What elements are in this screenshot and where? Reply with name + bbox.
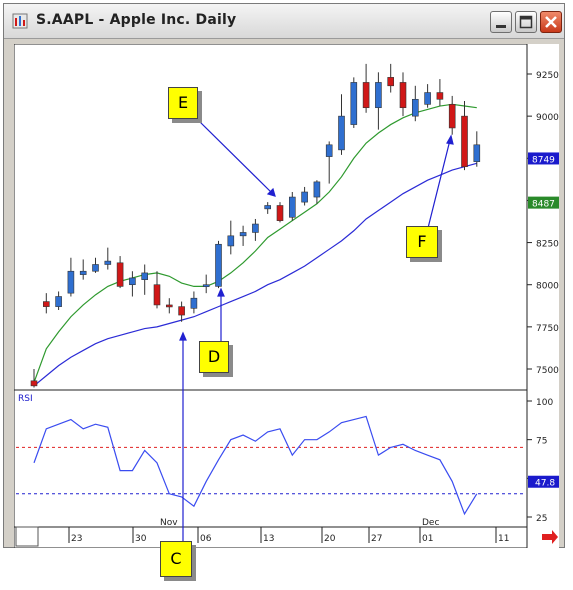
candle-body [411, 98, 419, 117]
date-axis-pane [14, 526, 528, 548]
rsi-marker-box [528, 475, 559, 488]
candle-body [264, 205, 271, 210]
close-icon [545, 16, 557, 28]
candle-body [350, 82, 358, 125]
date-day-label: 11 [498, 534, 509, 544]
candle-body [239, 232, 247, 237]
candle-body [202, 284, 210, 288]
rsi-tick-label: 100 [536, 398, 553, 408]
rsi-line [33, 415, 478, 516]
price-tick-label: 9250 [536, 71, 559, 81]
candle-body [473, 144, 481, 162]
arrow-d-head [217, 287, 225, 297]
candle-body [276, 205, 284, 221]
candle-body [42, 301, 50, 307]
candle-body [375, 82, 382, 109]
window-title: S.AAPL - Apple Inc. Daily [36, 12, 237, 28]
price-marker-label: 8487 [532, 200, 555, 210]
candle-body [313, 181, 321, 198]
candle-body [116, 262, 124, 287]
candle-body [338, 115, 345, 151]
date-day-label: 27 [371, 534, 382, 544]
price-tick-label: 7500 [536, 366, 559, 376]
candle-body [252, 223, 259, 233]
candle-body [190, 297, 198, 309]
arrow-f-head [446, 134, 454, 145]
date-day-label: 30 [135, 534, 147, 544]
axis-corner-box[interactable] [15, 526, 39, 547]
candle-body [79, 270, 87, 275]
moving-averages [33, 103, 477, 387]
candle-body [55, 296, 62, 307]
candle-body [178, 306, 185, 316]
date-month-label: Nov [160, 518, 178, 528]
candle-body [448, 104, 456, 129]
chart-window: S.AAPL - Apple Inc. Daily 92509000875085… [3, 3, 565, 548]
callout-c: C [160, 541, 192, 577]
fast-moving-average-line [33, 103, 477, 383]
minimize-icon [496, 25, 506, 28]
rsi-tick-label: 25 [536, 514, 547, 524]
price-tick-label: 8250 [536, 240, 559, 250]
callout-e: E [168, 87, 198, 119]
candle-body [387, 77, 395, 87]
title-bar[interactable]: S.AAPL - Apple Inc. Daily [4, 4, 564, 39]
rsi-pane [14, 389, 528, 528]
rsi-tick-label: 75 [536, 437, 547, 447]
minimize-button[interactable] [490, 11, 512, 33]
rsi-axis: 10075502547.8 [527, 398, 559, 524]
arrow-f [425, 139, 451, 237]
rsi-marker-label: 47.8 [535, 479, 555, 489]
date-day-label: 20 [324, 534, 336, 544]
price-tick-label: 9000 [536, 113, 559, 123]
candle-body [461, 115, 468, 168]
candle-body [301, 191, 308, 203]
candle-body [227, 235, 235, 247]
candle-body [67, 270, 75, 294]
callout-f: F [406, 226, 438, 258]
candle-body [153, 284, 161, 306]
close-button[interactable] [540, 11, 562, 33]
candle-body [436, 92, 444, 100]
date-axis: 23 30 06 13 20 27 01 11 Nov Dec [68, 518, 509, 544]
candle-body [30, 380, 38, 387]
maximize-icon [519, 15, 533, 29]
price-tick-label: 7750 [536, 324, 559, 334]
slow-moving-average-line [33, 162, 477, 387]
candle-body [424, 92, 431, 105]
price-markers: 8749 8487 [528, 152, 559, 210]
price-pane [14, 44, 528, 391]
callout-d: D [199, 341, 229, 373]
arrow-e-head [266, 187, 276, 197]
arrow-c-head [179, 331, 187, 341]
chart-canvas[interactable]: 92509000875085008250800077507500 8749848… [14, 44, 559, 548]
date-day-label: 13 [263, 534, 274, 544]
candlesticks [30, 63, 481, 388]
candle-body [288, 196, 296, 218]
price-marker-label: 8749 [532, 155, 555, 165]
candle-body [166, 304, 173, 308]
price-tick-label: 8000 [536, 282, 559, 292]
candle-body [104, 260, 112, 265]
rsi-plot [16, 415, 525, 516]
candle-body [129, 277, 136, 286]
candle-body [325, 144, 333, 157]
date-day-label: 06 [200, 534, 212, 544]
rsi-label: RSI [18, 394, 33, 404]
candle-body [399, 82, 407, 109]
scroll-right-arrow-icon[interactable] [542, 530, 558, 544]
candle-body [215, 243, 222, 287]
candle-body [141, 272, 148, 280]
price-marker-box [528, 152, 559, 165]
chart-app-icon [12, 13, 28, 29]
candle-body [362, 82, 370, 109]
price-marker-box [528, 196, 559, 209]
arrow-e [199, 121, 276, 197]
date-day-label: 01 [422, 534, 433, 544]
date-month-label: Dec [422, 518, 439, 528]
annotation-arrows [179, 121, 454, 543]
maximize-button[interactable] [515, 11, 537, 33]
date-day-label: 23 [71, 534, 82, 544]
candle-body [92, 264, 99, 272]
